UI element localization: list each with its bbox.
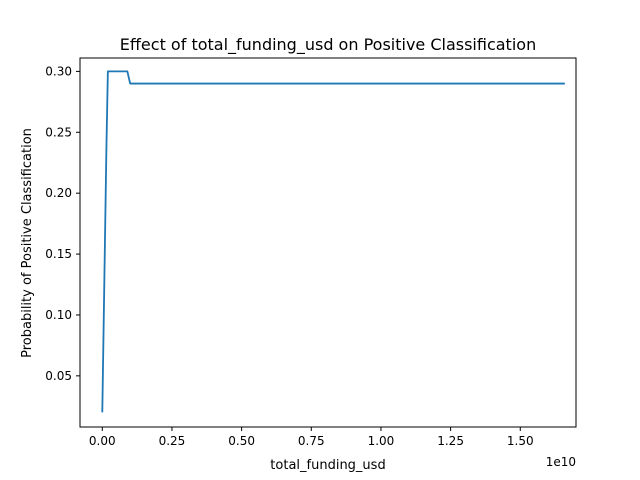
x-axis-ticks: 0.00 0.25 0.50 0.75 1.00 1.25 1.50 [89, 427, 534, 448]
x-axis-offset-label: 1e10 [546, 455, 576, 469]
x-tick-label: 0.25 [159, 434, 186, 448]
x-tick-label: 1.50 [507, 434, 534, 448]
x-tick-label: 0.00 [89, 434, 116, 448]
y-tick-label: 0.05 [45, 369, 72, 383]
y-tick-label: 0.20 [45, 186, 72, 200]
x-tick-label: 0.75 [298, 434, 325, 448]
x-axis-label: total_funding_usd [270, 458, 385, 473]
plot-area [101, 70, 565, 413]
y-axis-label: Probability of Positive Classification [20, 128, 35, 358]
plot-frame [79, 57, 577, 428]
y-axis-ticks: 0.05 0.10 0.15 0.20 0.25 0.30 [45, 64, 80, 383]
x-tick-label: 0.50 [228, 434, 255, 448]
y-tick-label: 0.15 [45, 247, 72, 261]
chart-title: Effect of total_funding_usd on Positive … [120, 35, 536, 55]
y-tick-label: 0.25 [45, 125, 72, 139]
y-tick-label: 0.30 [45, 64, 72, 78]
x-tick-label: 1.25 [437, 434, 464, 448]
x-tick-label: 1.00 [368, 434, 395, 448]
series-line [101, 70, 565, 413]
y-tick-label: 0.10 [45, 308, 72, 322]
